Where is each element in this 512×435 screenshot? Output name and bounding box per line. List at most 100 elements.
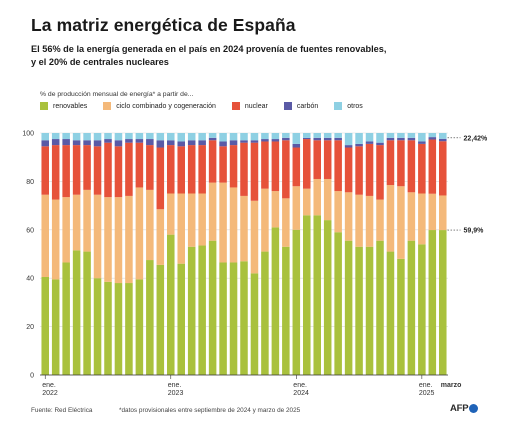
bar-segment-renovables bbox=[219, 262, 227, 375]
bar-segment-renovables bbox=[156, 264, 165, 375]
legend-item-otros: otros bbox=[334, 102, 363, 110]
bar-segment-otros bbox=[135, 133, 144, 140]
bar-segment-nuclear bbox=[355, 146, 363, 195]
bar-segment-ciclo bbox=[439, 195, 447, 231]
legend-label-renovables: renovables bbox=[53, 102, 88, 110]
legend-swatch-carbon bbox=[283, 102, 292, 110]
bar-segment-nuclear bbox=[156, 147, 165, 210]
bar-segment-ciclo bbox=[407, 192, 416, 241]
bar-segment-carbon bbox=[428, 137, 437, 140]
bar-segment-nuclear bbox=[250, 142, 259, 201]
bar-segment-renovables bbox=[135, 279, 144, 375]
bar-segment-carbon bbox=[323, 137, 332, 141]
bar-segment-renovables bbox=[261, 251, 269, 375]
bar-segment-renovables bbox=[208, 240, 217, 375]
x-tick-label: ene. bbox=[42, 382, 56, 389]
bar-segment-otros bbox=[386, 133, 395, 138]
bar-segment-nuclear bbox=[376, 145, 384, 200]
bar-segment-ciclo bbox=[418, 193, 426, 245]
bar-segment-renovables bbox=[93, 278, 102, 375]
bar-segment-carbon bbox=[114, 140, 123, 147]
bar-segment-otros bbox=[51, 133, 60, 140]
bar-segment-carbon bbox=[261, 139, 269, 142]
bar-segment-renovables bbox=[114, 283, 123, 375]
bar-segment-renovables bbox=[198, 245, 206, 375]
source-note: Fuente: Red Eléctrica bbox=[31, 407, 93, 414]
bar-segment-carbon bbox=[41, 140, 49, 147]
bar-segment-otros bbox=[355, 133, 363, 144]
y-tick-label: 60 bbox=[26, 227, 34, 234]
bar-segment-ciclo bbox=[355, 194, 363, 247]
bar-segment-renovables bbox=[229, 262, 238, 375]
bar-segment-otros bbox=[146, 133, 154, 140]
bar-segment-carbon bbox=[334, 137, 342, 141]
bar-segment-otros bbox=[177, 133, 185, 142]
legend-caption: % de producción mensual de energía* a pa… bbox=[40, 91, 194, 98]
bar-segment-ciclo bbox=[229, 187, 238, 263]
bar-segment-ciclo bbox=[156, 209, 165, 265]
bar-segment-renovables bbox=[365, 246, 374, 375]
x-tick-label: ene. bbox=[419, 382, 433, 389]
bar-segment-otros bbox=[198, 133, 206, 141]
bar-segment-carbon bbox=[365, 141, 374, 144]
bar-segment-nuclear bbox=[386, 140, 395, 186]
bar-segment-nuclear bbox=[240, 142, 248, 196]
bar-segment-carbon bbox=[376, 142, 384, 146]
bar-segment-renovables bbox=[146, 260, 154, 375]
bar-segment-renovables bbox=[418, 244, 426, 375]
bar-segment-carbon bbox=[135, 139, 144, 143]
bar-segment-otros bbox=[344, 133, 353, 146]
bar-segment-nuclear bbox=[167, 145, 175, 194]
bar-segment-renovables bbox=[167, 234, 175, 375]
bar-segment-carbon bbox=[83, 140, 91, 146]
bar-segment-renovables bbox=[83, 251, 91, 375]
bar-segment-ciclo bbox=[250, 200, 259, 274]
bar-segment-renovables bbox=[72, 250, 81, 375]
bar-segment-carbon bbox=[125, 139, 133, 143]
bar-segment-nuclear bbox=[303, 139, 311, 189]
legend-swatch-nuclear bbox=[231, 102, 240, 110]
bar-segment-otros bbox=[125, 133, 133, 140]
bar-segment-nuclear bbox=[418, 143, 426, 194]
bar-segment-ciclo bbox=[271, 191, 280, 228]
bar-segment-otros bbox=[156, 133, 165, 141]
x-tick-label-year: 2024 bbox=[293, 390, 309, 397]
bar-segment-nuclear bbox=[365, 143, 374, 196]
bar-segment-renovables bbox=[292, 229, 301, 375]
bar-segment-carbon bbox=[219, 141, 227, 147]
bar-segment-carbon bbox=[177, 141, 185, 147]
bar-segment-nuclear bbox=[41, 146, 49, 195]
bar-segment-ciclo bbox=[104, 197, 112, 282]
bar-segment-carbon bbox=[344, 145, 353, 148]
bar-segment-carbon bbox=[271, 139, 280, 142]
bar-segment-otros bbox=[365, 133, 374, 142]
footnote: *datos provisionales entre septiembre de… bbox=[119, 407, 301, 414]
bar-segment-otros bbox=[271, 133, 280, 140]
bar-segment-otros bbox=[93, 133, 102, 141]
bar-segment-ciclo bbox=[219, 182, 227, 263]
bar-segment-renovables bbox=[62, 262, 70, 375]
bar-segment-carbon bbox=[397, 137, 405, 141]
bar-segment-ciclo bbox=[344, 192, 353, 241]
bar-segment-otros bbox=[323, 133, 332, 138]
bar-segment-otros bbox=[292, 133, 301, 144]
bar-segment-ciclo bbox=[292, 186, 301, 230]
bar-segment-carbon bbox=[355, 143, 363, 147]
bar-segment-carbon bbox=[72, 140, 81, 146]
bar-segment-nuclear bbox=[323, 140, 332, 179]
bar-segment-nuclear bbox=[125, 142, 133, 196]
bar-segment-otros bbox=[303, 133, 311, 138]
bar-segment-renovables bbox=[439, 230, 447, 375]
bar-segment-otros bbox=[407, 133, 416, 138]
bar-segment-carbon bbox=[104, 139, 112, 143]
x-tick-label: ene. bbox=[168, 382, 182, 389]
bar-segment-renovables bbox=[51, 279, 60, 375]
bar-segment-nuclear bbox=[177, 146, 185, 194]
bar-segment-nuclear bbox=[428, 139, 437, 194]
bar-segment-nuclear bbox=[282, 140, 290, 199]
legend-item-nuclear: nuclear bbox=[231, 102, 268, 110]
legend: renovables ciclo combinado y cogeneració… bbox=[40, 102, 379, 110]
bar-segment-ciclo bbox=[208, 182, 217, 241]
bar-segment-otros bbox=[229, 133, 238, 141]
bar-segment-renovables bbox=[187, 246, 196, 375]
